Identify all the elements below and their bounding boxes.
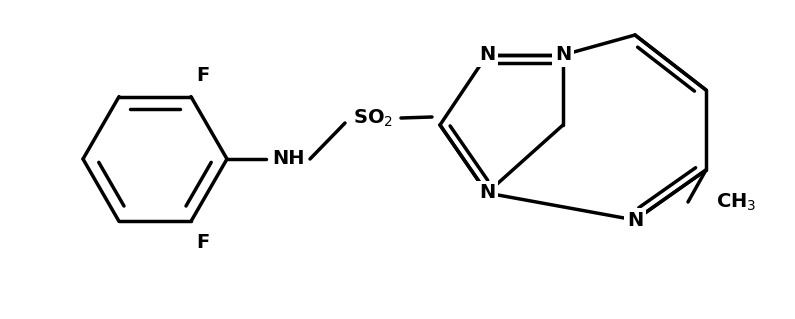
Text: N: N bbox=[627, 211, 643, 229]
Text: N: N bbox=[479, 183, 495, 203]
Text: F: F bbox=[196, 66, 210, 85]
Text: N: N bbox=[555, 46, 571, 64]
Text: SO$_2$: SO$_2$ bbox=[353, 108, 393, 129]
Text: NH: NH bbox=[272, 150, 304, 168]
Text: N: N bbox=[479, 46, 495, 64]
Text: F: F bbox=[196, 233, 210, 252]
Text: CH$_3$: CH$_3$ bbox=[716, 191, 756, 213]
